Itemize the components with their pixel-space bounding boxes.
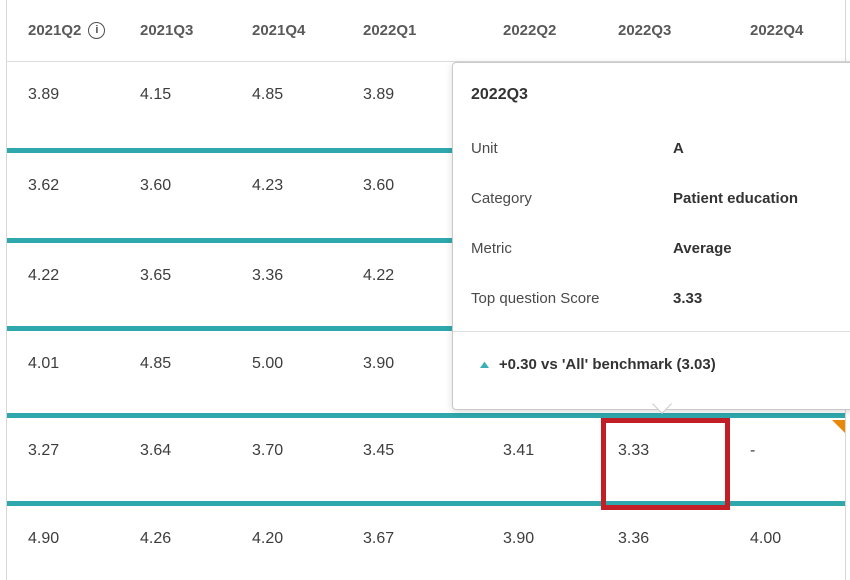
benchmark-text: +0.30 vs 'All' benchmark (3.03): [498, 356, 716, 373]
column-header-2022q1[interactable]: 2022Q1: [341, 0, 481, 61]
tooltip-field-label: Top question Score: [471, 290, 600, 307]
table-cell[interactable]: 4.01: [28, 355, 60, 372]
table-cell[interactable]: 3.67: [363, 530, 395, 547]
row-separator: [7, 238, 845, 243]
column-header-2022q4[interactable]: 2022Q4: [728, 0, 845, 61]
tooltip-field-label: Category: [471, 190, 532, 207]
column-header-label: 2021Q4: [252, 22, 306, 39]
table-cell[interactable]: 3.89: [363, 86, 395, 103]
table-cell[interactable]: 4.22: [28, 267, 60, 284]
table-cell[interactable]: 3.45: [363, 442, 395, 459]
table-cell[interactable]: 3.70: [252, 442, 284, 459]
table-cell[interactable]: 3.89: [28, 86, 60, 103]
column-header-label: 2022Q4: [750, 22, 804, 39]
column-header-label: 2021Q3: [140, 22, 194, 39]
table-cell[interactable]: 3.90: [503, 530, 535, 547]
benchmark-line: ▲ +0.30 vs 'All' benchmark (3.03): [476, 356, 716, 373]
table-cell[interactable]: 3.62: [28, 177, 60, 194]
table-cell[interactable]: 3.36: [618, 530, 650, 547]
table-cell[interactable]: 4.26: [140, 530, 172, 547]
tooltip-field-value: A: [673, 140, 684, 157]
column-header-2022q3[interactable]: 2022Q3: [596, 0, 728, 61]
table-row: 3.89 4.15 4.85 3.89: [0, 62, 850, 148]
table-left-border: [6, 0, 7, 580]
table-cell[interactable]: 4.00: [750, 530, 782, 547]
table-row: 4.90 4.26 4.20 3.67 3.90 3.36 4.00: [0, 506, 850, 580]
table-row: 3.27 3.64 3.70 3.45 3.41 3.33 -: [0, 418, 850, 501]
tooltip-field-value: 3.33: [673, 290, 703, 307]
cell-tooltip: 2022Q3 Unit A Category Patient education…: [452, 62, 850, 410]
tooltip-title: 2022Q3: [471, 86, 528, 103]
table-cell[interactable]: 3.60: [140, 177, 172, 194]
table-cell[interactable]: 3.90: [363, 355, 395, 372]
table-cell[interactable]: 4.22: [363, 267, 395, 284]
tooltip-field-top-question-score: Top question Score 3.33: [471, 290, 850, 307]
table-cell[interactable]: 3.41: [503, 442, 535, 459]
column-header-label: 2022Q2: [503, 22, 557, 39]
highlight-box: [601, 418, 730, 510]
tooltip-divider: [453, 331, 850, 332]
info-icon[interactable]: i: [88, 22, 106, 39]
tooltip-field-value: Average: [673, 240, 732, 257]
header-divider: [6, 61, 850, 62]
tooltip-field-metric: Metric Average: [471, 240, 850, 257]
row-separator: [7, 148, 845, 153]
table-cell[interactable]: 5.00: [252, 355, 284, 372]
table-row: 4.01 4.85 5.00 3.90: [0, 331, 850, 413]
column-header-label: 2022Q3: [618, 22, 672, 39]
table-row: 4.22 3.65 3.36 4.22: [0, 243, 850, 326]
tooltip-field-label: Unit: [471, 140, 498, 157]
table-cell[interactable]: 4.15: [140, 86, 172, 103]
table-cell[interactable]: 4.20: [252, 530, 284, 547]
tooltip-field-label: Metric: [471, 240, 512, 257]
row-separator: [7, 501, 845, 506]
column-header-2022q2[interactable]: 2022Q2: [481, 0, 596, 61]
table-cell[interactable]: -: [750, 442, 756, 459]
column-header-2021q4[interactable]: 2021Q4: [230, 0, 341, 61]
table-cell-highlighted[interactable]: 3.33: [618, 442, 650, 459]
benchmark-up-icon: ▲: [476, 358, 493, 371]
table-cell[interactable]: 3.60: [363, 177, 395, 194]
tooltip-field-value: Patient education: [673, 190, 799, 207]
table-cell[interactable]: 3.65: [140, 267, 172, 284]
table-cell[interactable]: 4.85: [252, 86, 284, 103]
column-header-2021q3[interactable]: 2021Q3: [118, 0, 230, 61]
row-separator: [7, 413, 845, 418]
tooltip-field-category: Category Patient education: [471, 190, 850, 207]
table-cell[interactable]: 4.90: [28, 530, 60, 547]
tooltip-field-unit: Unit A: [471, 140, 850, 157]
table-cell[interactable]: 4.85: [140, 355, 172, 372]
column-header-2021q2[interactable]: 2021Q2 i: [6, 0, 118, 61]
column-header-label: 2022Q1: [363, 22, 417, 39]
table-cell[interactable]: 3.64: [140, 442, 172, 459]
column-header-label: 2021Q2: [28, 22, 82, 39]
table-cell[interactable]: 3.36: [252, 267, 284, 284]
row-separator: [7, 326, 845, 331]
table-row: 3.62 3.60 4.23 3.60: [0, 153, 850, 238]
table-cell[interactable]: 3.27: [28, 442, 60, 459]
table-cell[interactable]: 4.23: [252, 177, 284, 194]
